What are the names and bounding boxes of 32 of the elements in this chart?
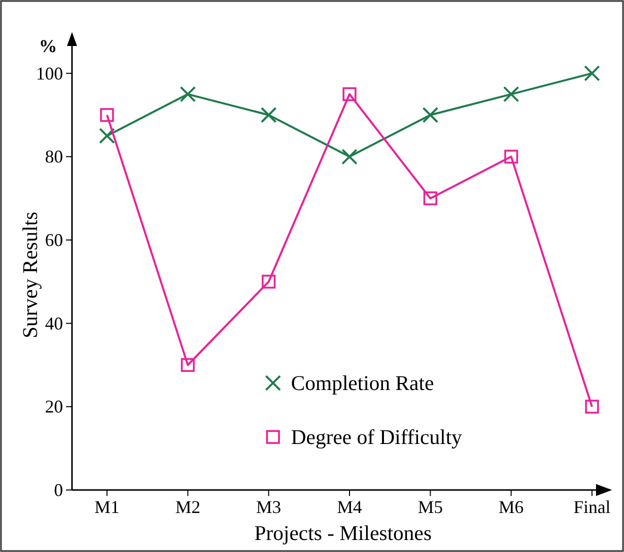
x-tick-label: M5 xyxy=(418,497,443,517)
y-tick-label: 40 xyxy=(45,313,63,334)
point xyxy=(585,400,599,414)
y-tick-label: 100 xyxy=(36,63,63,84)
y-axis-title: Survey Results xyxy=(18,212,42,338)
y-tick-label: 20 xyxy=(45,396,63,417)
x-tick-label: M4 xyxy=(336,497,362,517)
x-tick-label: Final xyxy=(573,497,611,517)
point xyxy=(260,107,277,123)
point xyxy=(504,150,518,164)
point xyxy=(99,128,115,144)
point xyxy=(180,86,196,102)
x-axis-title: Projects - Milestones xyxy=(254,521,432,545)
y-tick-label: 60 xyxy=(45,230,63,250)
y-tick-label: 0 xyxy=(54,480,63,500)
x-tick-label: M1 xyxy=(94,497,120,517)
point xyxy=(342,87,356,102)
y-tick-label: 80 xyxy=(45,146,63,167)
point xyxy=(503,86,520,102)
legend-label: Degree of Difficulty xyxy=(291,425,463,449)
point xyxy=(584,65,600,82)
point xyxy=(422,107,438,123)
x-tick-label: M3 xyxy=(256,497,282,517)
point xyxy=(423,191,438,206)
point xyxy=(180,358,195,372)
legend-label: Completion Rate xyxy=(291,371,434,395)
text: % xyxy=(39,36,57,56)
x-tick-label: M6 xyxy=(498,497,524,517)
x-tick-label: M2 xyxy=(175,497,200,517)
point xyxy=(100,108,114,122)
point xyxy=(342,148,358,165)
point xyxy=(262,274,276,289)
